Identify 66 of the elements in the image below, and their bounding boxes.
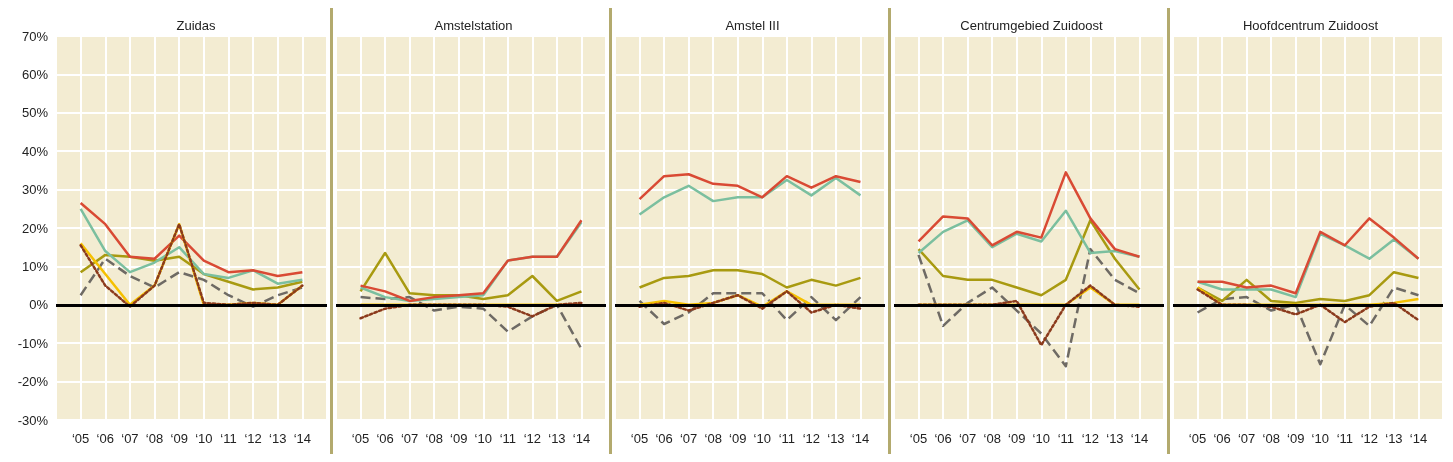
x-tick-label: ‘08 bbox=[145, 431, 164, 446]
x-tick-label: ‘14 bbox=[1130, 431, 1149, 446]
x-tick-label: ‘09 bbox=[1287, 431, 1305, 446]
y-tick-label: 70% bbox=[21, 28, 49, 44]
x-tick-label: ‘11 bbox=[1336, 431, 1354, 446]
y-tick-label: 20% bbox=[21, 220, 49, 236]
x-tick-label: ‘12 bbox=[1081, 431, 1100, 446]
y-tick-label: 40% bbox=[21, 143, 49, 159]
chart-title: Centrumgebied Zuidoost bbox=[960, 18, 1104, 33]
x-tick-label: ‘10 bbox=[1311, 431, 1329, 446]
x-tick-label: ‘06 bbox=[1213, 431, 1231, 446]
y-tick-label: -10% bbox=[17, 335, 49, 351]
x-tick-label: ‘09 bbox=[450, 431, 468, 446]
x-tick-label: ‘07 bbox=[121, 431, 139, 446]
x-tick-label: ‘09 bbox=[729, 431, 747, 446]
x-tick-label: ‘08 bbox=[1262, 431, 1280, 446]
x-tick-label: ‘08 bbox=[425, 431, 443, 446]
x-tick-label: ‘10 bbox=[474, 431, 492, 446]
x-tick-label: ‘06 bbox=[934, 431, 952, 446]
x-tick-label: ‘13 bbox=[1385, 431, 1403, 446]
x-tick-label: ‘08 bbox=[983, 431, 1001, 446]
chart-title: Amstel III bbox=[725, 18, 780, 33]
x-tick-label: ‘05 bbox=[909, 431, 928, 446]
x-tick-label: ‘05 bbox=[630, 431, 649, 446]
x-tick-label: ‘05 bbox=[1188, 431, 1207, 446]
x-tick-label: ‘14 bbox=[572, 431, 591, 446]
x-tick-label: ‘11 bbox=[778, 431, 796, 446]
y-tick-label: -20% bbox=[17, 374, 49, 390]
x-tick-label: ‘13 bbox=[548, 431, 566, 446]
y-tick-label: 50% bbox=[21, 105, 49, 121]
x-tick-label: ‘14 bbox=[293, 431, 312, 446]
x-tick-label: ‘11 bbox=[1057, 431, 1075, 446]
x-tick-label: ‘06 bbox=[376, 431, 394, 446]
x-tick-label: ‘10 bbox=[1032, 431, 1050, 446]
x-tick-label: ‘12 bbox=[1360, 431, 1379, 446]
y-tick-label: -30% bbox=[17, 412, 49, 428]
x-tick-label: ‘07 bbox=[400, 431, 419, 446]
x-tick-label: ‘11 bbox=[499, 431, 517, 446]
x-tick-label: ‘06 bbox=[655, 431, 673, 446]
chart-title: Zuidas bbox=[176, 18, 216, 33]
x-tick-label: ‘07 bbox=[958, 431, 977, 446]
x-tick-label: ‘13 bbox=[827, 431, 845, 446]
y-tick-label: 60% bbox=[21, 66, 49, 82]
x-tick-label: ‘10 bbox=[753, 431, 771, 446]
x-tick-label: ‘07 bbox=[1237, 431, 1256, 446]
y-tick-label: 0% bbox=[29, 297, 49, 313]
chart-title: Hoofdcentrum Zuidoost bbox=[1242, 18, 1379, 33]
x-tick-label: ‘13 bbox=[269, 431, 287, 446]
x-tick-label: ‘14 bbox=[1409, 431, 1428, 446]
x-tick-label: ‘14 bbox=[851, 431, 870, 446]
x-tick-label: ‘09 bbox=[1008, 431, 1026, 446]
x-tick-label: ‘06 bbox=[96, 431, 114, 446]
x-tick-label: ‘08 bbox=[704, 431, 722, 446]
x-tick-label: ‘05 bbox=[71, 431, 90, 446]
x-tick-label: ‘09 bbox=[170, 431, 188, 446]
x-tick-label: ‘07 bbox=[679, 431, 698, 446]
y-tick-label: 30% bbox=[21, 182, 49, 198]
x-tick-label: ‘12 bbox=[523, 431, 542, 446]
x-tick-label: ‘12 bbox=[244, 431, 262, 446]
y-tick-label: 10% bbox=[21, 258, 49, 274]
x-tick-label: ‘12 bbox=[802, 431, 821, 446]
x-tick-label: ‘11 bbox=[220, 431, 237, 446]
x-tick-label: ‘05 bbox=[351, 431, 370, 446]
x-tick-label: ‘10 bbox=[195, 431, 213, 446]
x-tick-label: ‘13 bbox=[1106, 431, 1124, 446]
chart-title: Amstelstation bbox=[434, 18, 513, 33]
